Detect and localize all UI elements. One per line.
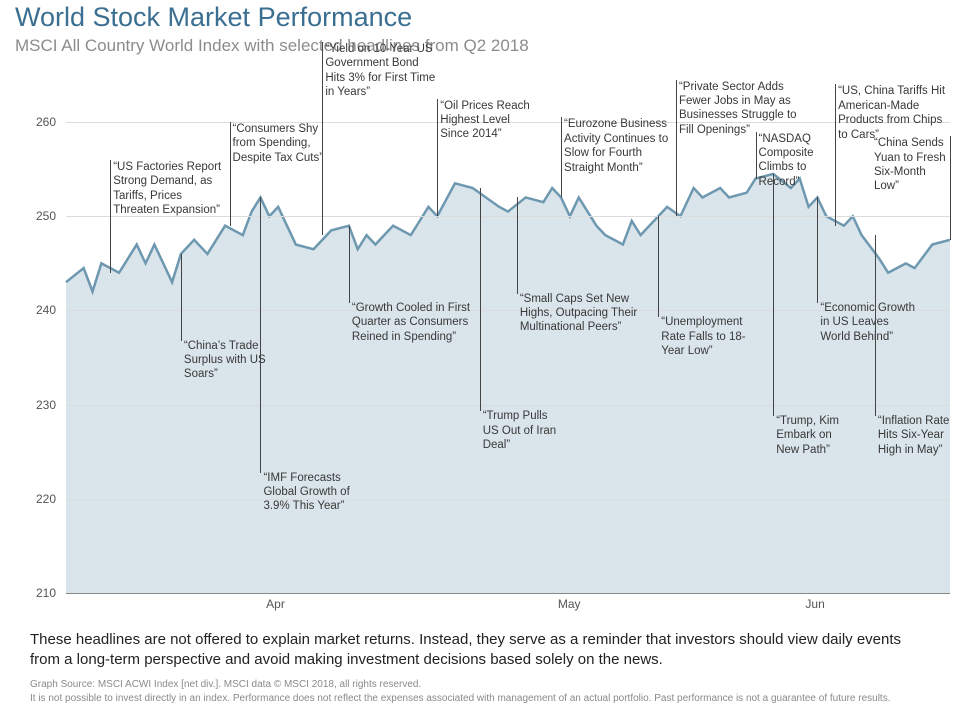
annotation-leader-above — [676, 80, 677, 217]
annotation-label: “Consumers Shy from Spending, Despite Ta… — [233, 122, 333, 165]
y-tick-label: 210 — [30, 586, 56, 600]
annotation-label: “Eurozone Business Activity Continues to… — [564, 117, 684, 175]
annotation-label: “Oil Prices Reach Highest Level Since 20… — [440, 99, 540, 142]
annotation-label: “China’s Trade Surplus with US Soars” — [184, 339, 279, 382]
annotation-label: “Private Sector Adds Fewer Jobs in May a… — [679, 80, 814, 138]
annotation-label: “Trump, Kim Embark on New Path” — [776, 414, 856, 457]
annotation-label: “Inflation Rate Hits Six-Year High in Ma… — [878, 414, 960, 457]
y-tick-label: 220 — [30, 492, 56, 506]
annotation-label: “IMF Forecasts Global Growth of 3.9% Thi… — [263, 471, 368, 514]
x-tick-label: Jun — [805, 597, 824, 611]
attribution-line-1: Graph Source: MSCI ACWI Index [net div.]… — [30, 678, 935, 692]
annotation-leader-above — [756, 132, 757, 179]
annotation-label: “Small Caps Set New Highs, Outpacing The… — [520, 292, 640, 335]
annotation-leader-below — [817, 197, 818, 303]
stock-chart: 210 220 230 240 250 260 Apr May Jun “US Factories… — [30, 75, 950, 615]
annotation-label: “NASDAQ Composite Climbs to Record” — [759, 132, 834, 190]
y-tick-label: 260 — [30, 115, 56, 129]
annotation-leader-above — [110, 160, 111, 273]
x-tick-label: Apr — [266, 597, 285, 611]
annotation-leader-above — [322, 42, 323, 235]
annotation-label: “US, China Tariffs Hit American-Made Pro… — [838, 84, 948, 142]
y-tick-label: 230 — [30, 398, 56, 412]
footnote: These headlines are not offered to expla… — [30, 630, 935, 671]
page-root: World Stock Market Performance MSCI All … — [0, 0, 960, 717]
page-subtitle: MSCI All Country World Index with select… — [15, 36, 529, 56]
y-tick-label: 240 — [30, 303, 56, 317]
annotation-leader-below — [517, 197, 518, 293]
annotation-leader-below — [875, 235, 876, 416]
annotation-leader-above — [835, 84, 836, 225]
annotation-label: “US Factories Report Strong Demand, as T… — [113, 160, 223, 218]
y-gridline — [66, 405, 950, 406]
annotation-leader-below — [349, 226, 350, 303]
page-title: World Stock Market Performance — [15, 2, 412, 33]
annotation-label: “Growth Cooled in First Quarter as Consu… — [352, 301, 472, 344]
annotation-leader-above — [561, 117, 562, 197]
annotation-leader-below — [658, 216, 659, 317]
annotation-leader-above — [230, 122, 231, 226]
annotation-label: “Trump Pulls US Out of Iran Deal” — [483, 409, 558, 452]
y-gridline — [66, 499, 950, 500]
annotation-label: “Economic Growth in US Leaves World Behi… — [820, 301, 918, 344]
annotation-leader-below — [773, 174, 774, 416]
y-gridline — [66, 310, 950, 311]
annotation-label: “China Sends Yuan to Fresh Six-Month Low… — [874, 136, 952, 194]
y-tick-label: 250 — [30, 209, 56, 223]
x-tick-label: May — [558, 597, 581, 611]
annotation-leader-below — [181, 254, 182, 341]
attribution-line-2: It is not possible to invest directly in… — [30, 692, 935, 706]
x-axis-line — [66, 593, 950, 594]
annotation-label: “Unemployment Rate Falls to 18-Year Low” — [661, 315, 761, 358]
annotation-leader-above — [437, 99, 438, 217]
annotation-leader-below — [260, 197, 261, 472]
annotation-label: “Yield on 10-Year US Government Bond Hit… — [325, 42, 440, 100]
annotation-leader-below — [480, 188, 481, 411]
